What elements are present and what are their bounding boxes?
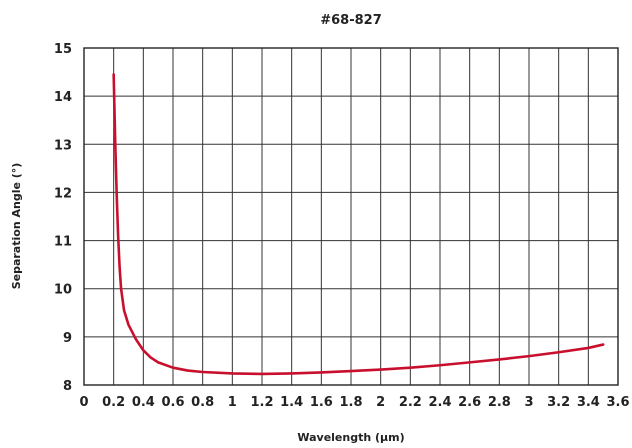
x-tick-label: 0.4 <box>132 395 155 410</box>
y-tick-label: 14 <box>54 90 72 105</box>
x-tick-label: 3.2 <box>547 395 570 410</box>
x-tick-label: 1.6 <box>310 395 333 410</box>
x-tick-label: 0.6 <box>161 395 184 410</box>
x-tick-label: 2.4 <box>428 395 451 410</box>
y-tick-label: 8 <box>63 379 72 394</box>
x-tick-label: 1.8 <box>339 395 362 410</box>
y-tick-label: 11 <box>54 235 72 250</box>
x-tick-label: 2.6 <box>458 395 481 410</box>
series-group <box>112 73 605 376</box>
y-tick-label: 12 <box>54 186 72 201</box>
x-tick-label: 2.8 <box>488 395 511 410</box>
x-tick-labels: 0 0.2 0.4 0.6 0.8 1 1.2 1.4 1.6 1.8 2 2.2 2.4 2.6 2.8 3… <box>79 395 629 410</box>
x-tick-label: 1.4 <box>280 395 303 410</box>
y-tick-label: 10 <box>54 283 72 298</box>
x-tick-label: 2.2 <box>399 395 422 410</box>
x-tick-label: 3.6 <box>606 395 629 410</box>
x-tick-label: 0.8 <box>191 395 214 410</box>
y-tick-label: 15 <box>54 42 72 57</box>
y-tick-label: 9 <box>63 331 72 346</box>
y-tick-label: 13 <box>54 138 72 153</box>
chart-title: #68-827 <box>320 13 382 28</box>
series-line <box>112 73 605 376</box>
x-axis-label: Wavelength (µm) <box>297 431 404 444</box>
plot-frame <box>83 47 619 386</box>
x-tick-label: 1 <box>228 395 237 410</box>
x-tick-label: 3 <box>524 395 533 410</box>
grid <box>83 47 619 386</box>
x-tick-label: 0.2 <box>102 395 125 410</box>
x-tick-label: 1.2 <box>250 395 273 410</box>
x-tick-label: 2 <box>376 395 385 410</box>
x-tick-label: 0 <box>79 395 88 410</box>
y-axis-label: Separation Angle (°) <box>10 163 23 290</box>
y-tick-labels: 8 9 10 11 12 13 14 15 <box>54 42 72 394</box>
x-tick-label: 3.4 <box>577 395 600 410</box>
